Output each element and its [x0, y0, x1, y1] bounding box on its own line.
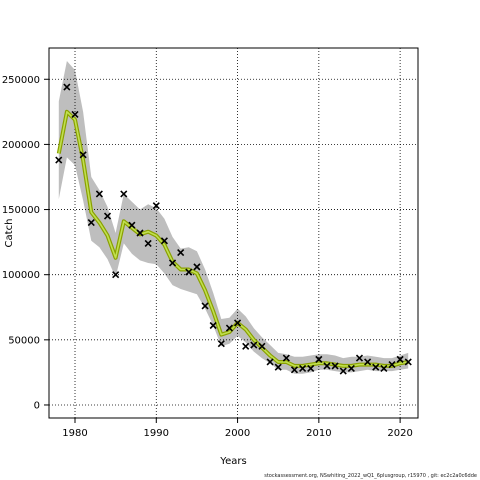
x-tick-label: 2020	[387, 428, 412, 439]
y-tick-label: 100000	[2, 270, 40, 281]
confidence-band	[58, 61, 409, 374]
observed-point	[209, 321, 217, 330]
axes: 1980 1990 2000 2010 2020 0 50000 100000 150000 20…	[2, 75, 413, 439]
observed-point	[364, 358, 372, 366]
observed-point	[63, 83, 71, 91]
observed-point	[103, 212, 112, 220]
observed-point	[347, 364, 355, 373]
observed-point	[112, 271, 120, 279]
observed-point	[71, 110, 79, 119]
x-tick-label: 2010	[306, 428, 331, 439]
observed-point	[177, 248, 185, 257]
y-tick-label: 0	[34, 400, 40, 411]
observed-point	[404, 358, 412, 366]
observed-point	[201, 302, 209, 310]
observed-point	[307, 364, 315, 373]
observed-point	[95, 190, 103, 198]
x-axis-label: Years	[219, 456, 246, 467]
observed-point	[120, 190, 128, 198]
y-tick-label: 200000	[2, 140, 40, 151]
observed-point	[225, 324, 234, 332]
observed-point	[144, 239, 152, 247]
observed-point	[168, 259, 177, 267]
x-tick-label: 1990	[144, 428, 169, 439]
observed-point	[217, 340, 225, 348]
observed-point	[299, 364, 307, 373]
x-tick-label: 2000	[225, 428, 250, 439]
y-tick-label: 150000	[2, 205, 40, 216]
observed-points	[55, 83, 412, 375]
observed-point	[233, 319, 242, 327]
y-axis-label: Catch	[4, 219, 15, 248]
observed-point	[331, 362, 339, 370]
observed-point	[258, 342, 266, 350]
x-tick-label: 1980	[62, 428, 87, 439]
observed-point	[396, 355, 404, 363]
observed-point	[274, 363, 282, 371]
observed-point	[323, 362, 331, 370]
estimate-line-inner	[58, 111, 409, 367]
observed-point	[193, 263, 201, 271]
observed-point	[339, 367, 347, 375]
observed-point	[315, 355, 323, 363]
plot-frame	[48, 47, 419, 419]
observed-point	[250, 341, 258, 349]
observed-point	[380, 364, 388, 373]
observed-point	[290, 366, 299, 374]
observed-point	[242, 342, 250, 350]
confidence-band-area	[58, 61, 409, 374]
y-tick-label: 250000	[2, 75, 40, 86]
estimate-line	[56, 109, 409, 368]
observed-point	[152, 202, 160, 210]
observed-point	[185, 268, 193, 276]
observed-point	[55, 156, 63, 164]
observed-point	[87, 219, 95, 227]
observed-point	[372, 363, 380, 371]
observed-point	[266, 358, 274, 366]
observed-point	[128, 221, 136, 229]
observed-point	[160, 237, 168, 245]
observed-point	[355, 354, 364, 362]
footer-attribution: stockassessment.org, NSwhiting_2022_wQ1_…	[264, 473, 477, 479]
observed-point	[136, 229, 144, 237]
observed-point	[282, 354, 290, 362]
observed-point	[388, 361, 396, 369]
observed-point	[79, 151, 87, 159]
y-tick-label: 50000	[8, 335, 40, 346]
